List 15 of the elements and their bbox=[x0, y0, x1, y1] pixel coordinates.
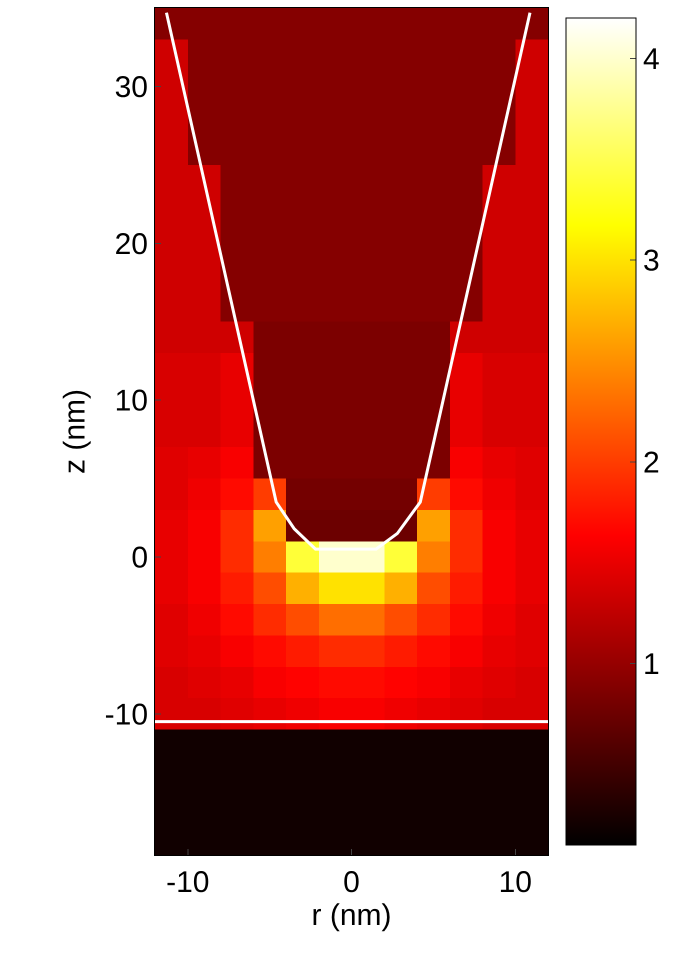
color-bar-label: 1 bbox=[643, 648, 660, 681]
x-axis-title: r (nm) bbox=[312, 899, 392, 932]
color-bar-label: 2 bbox=[643, 446, 660, 480]
color-bar-label: 3 bbox=[643, 244, 660, 278]
y-tick-label: 0 bbox=[131, 541, 148, 574]
y-tick-label: 30 bbox=[114, 70, 148, 104]
y-tick-label: -10 bbox=[104, 698, 148, 732]
line-series bbox=[164, 11, 532, 551]
y-tick-label: 10 bbox=[114, 384, 148, 418]
color-bar-label: 4 bbox=[643, 42, 660, 76]
x-tick-label: 10 bbox=[498, 866, 532, 899]
y-axis-title: z (nm) bbox=[58, 389, 92, 474]
x-tick-label: 0 bbox=[343, 866, 360, 899]
y-tick-label: 20 bbox=[114, 228, 148, 261]
x-tick-label: -10 bbox=[166, 866, 210, 899]
